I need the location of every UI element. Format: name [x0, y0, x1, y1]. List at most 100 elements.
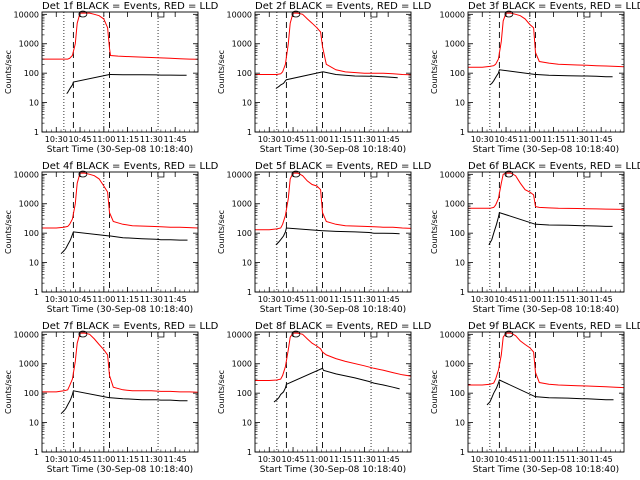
bracket-marker — [583, 172, 591, 178]
y-tick-label: 10 — [29, 259, 39, 268]
series-events — [273, 367, 400, 403]
y-axis-label: Counts/sec — [4, 210, 13, 254]
y-axis-label: Counts/sec — [4, 50, 13, 94]
circle-marker — [78, 330, 88, 338]
y-tick-label: 1000 — [232, 200, 252, 209]
chart-svg: Det 9f BLACK = Events, RED = LLD 1 10 100 10… — [430, 321, 640, 475]
y-tick-label: 1000 — [232, 40, 252, 49]
circle-marker — [78, 10, 88, 18]
circle-marker — [504, 330, 514, 338]
y-tick-label: 10000 — [14, 330, 39, 339]
circle-marker — [291, 170, 301, 178]
y-tick-label: 1000 — [19, 40, 39, 49]
x-axis-label: Start Time (30-Sep-08 10:18:40) — [47, 145, 193, 155]
x-tick-label: 11:15 — [542, 135, 565, 144]
y-tick-label: 1 — [247, 288, 252, 297]
y-tick-label: 1 — [34, 448, 39, 457]
y-tick-label: 10000 — [440, 330, 465, 339]
x-tick-label: 11:00 — [305, 455, 328, 464]
y-tick-label: 10000 — [227, 170, 252, 179]
y-tick-label: 1 — [460, 128, 465, 137]
x-tick-label: 10:45 — [282, 135, 305, 144]
x-tick-label: 10:30 — [258, 135, 281, 144]
x-axis-label: Start Time (30-Sep-08 10:18:40) — [473, 145, 619, 155]
plot-frame — [41, 171, 199, 293]
y-tick-label: 10 — [242, 259, 252, 268]
y-axis-label: Counts/sec — [217, 50, 226, 94]
chart-title: Det 7f BLACK = Events, RED = LLD — [42, 321, 219, 332]
series-events — [66, 74, 187, 95]
y-axis-label: Counts/sec — [430, 370, 439, 414]
y-tick-label: 10000 — [440, 10, 465, 19]
x-tick-label: 11:45 — [590, 135, 613, 144]
series-events — [489, 69, 613, 86]
x-axis-label: Start Time (30-Sep-08 10:18:40) — [260, 465, 406, 475]
y-tick-label: 100 — [24, 69, 39, 78]
circle-marker — [291, 10, 301, 18]
chart-title: Det 1f BLACK = Events, RED = LLD — [42, 1, 219, 12]
detector-chart-8: Det 8f BLACK = Events, RED = LLD 1 10 100 10… — [213, 320, 432, 480]
series-events — [488, 211, 613, 246]
x-tick-label: 10:45 — [69, 295, 92, 304]
x-tick-label: 11:30 — [140, 295, 163, 304]
chart-svg: Det 6f BLACK = Events, RED = LLD 1 10 100 10… — [430, 161, 640, 315]
x-tick-label: 11:30 — [353, 135, 376, 144]
x-tick-label: 11:00 — [305, 135, 328, 144]
x-tick-label: 11:15 — [116, 455, 139, 464]
x-tick-label: 11:15 — [116, 295, 139, 304]
y-tick-label: 1 — [247, 448, 252, 457]
series-lld — [42, 12, 198, 60]
x-tick-label: 11:15 — [542, 295, 565, 304]
x-axis-label: Start Time (30-Sep-08 10:18:40) — [473, 305, 619, 315]
chart-title: Det 3f BLACK = Events, RED = LLD — [468, 1, 640, 12]
series-events — [60, 231, 188, 255]
x-tick-label: 11:30 — [140, 135, 163, 144]
x-tick-label: 11:45 — [377, 295, 400, 304]
x-tick-label: 11:00 — [518, 455, 541, 464]
y-tick-label: 10 — [242, 419, 252, 428]
x-tick-label: 11:00 — [518, 295, 541, 304]
y-tick-label: 1000 — [445, 40, 465, 49]
plot-frame — [41, 331, 199, 453]
y-tick-label: 10000 — [14, 170, 39, 179]
circle-marker — [504, 10, 514, 18]
x-tick-label: 10:45 — [282, 455, 305, 464]
x-tick-label: 11:45 — [590, 455, 613, 464]
x-axis-label: Start Time (30-Sep-08 10:18:40) — [260, 145, 406, 155]
y-tick-label: 100 — [24, 229, 39, 238]
series-events — [60, 390, 188, 415]
y-tick-label: 1000 — [19, 200, 39, 209]
chart-svg: Det 1f BLACK = Events, RED = LLD 1 10 100 10… — [4, 1, 219, 155]
x-tick-label: 10:30 — [258, 455, 281, 464]
chart-title: Det 8f BLACK = Events, RED = LLD — [255, 321, 432, 332]
x-tick-label: 10:45 — [495, 295, 518, 304]
x-tick-label: 10:30 — [45, 295, 68, 304]
y-tick-label: 1 — [34, 288, 39, 297]
circle-marker — [78, 170, 88, 178]
chart-svg: Det 7f BLACK = Events, RED = LLD 1 10 100 10… — [4, 321, 219, 475]
x-tick-label: 11:15 — [542, 455, 565, 464]
detector-chart-6: Det 6f BLACK = Events, RED = LLD 1 10 100 10… — [426, 160, 640, 320]
bracket-marker — [157, 172, 165, 178]
x-tick-label: 10:30 — [471, 295, 494, 304]
y-tick-label: 100 — [450, 389, 465, 398]
circle-marker — [504, 170, 514, 178]
x-tick-label: 11:15 — [329, 135, 352, 144]
plot-frame — [254, 331, 412, 453]
x-tick-label: 11:30 — [566, 295, 589, 304]
y-axis-label: Counts/sec — [217, 210, 226, 254]
x-tick-label: 11:30 — [353, 455, 376, 464]
plot-frame — [254, 171, 412, 293]
y-tick-label: 100 — [450, 69, 465, 78]
x-tick-label: 10:45 — [282, 295, 305, 304]
y-axis-label: Counts/sec — [430, 210, 439, 254]
bracket-marker — [583, 332, 591, 338]
x-tick-label: 11:45 — [164, 295, 187, 304]
y-tick-label: 10 — [242, 99, 252, 108]
x-tick-label: 11:30 — [566, 455, 589, 464]
x-axis-label: Start Time (30-Sep-08 10:18:40) — [47, 465, 193, 475]
x-tick-label: 11:30 — [566, 135, 589, 144]
bracket-marker — [583, 12, 591, 18]
detector-chart-4: Det 4f BLACK = Events, RED = LLD 1 10 100 10… — [0, 160, 219, 320]
y-tick-label: 10000 — [227, 10, 252, 19]
